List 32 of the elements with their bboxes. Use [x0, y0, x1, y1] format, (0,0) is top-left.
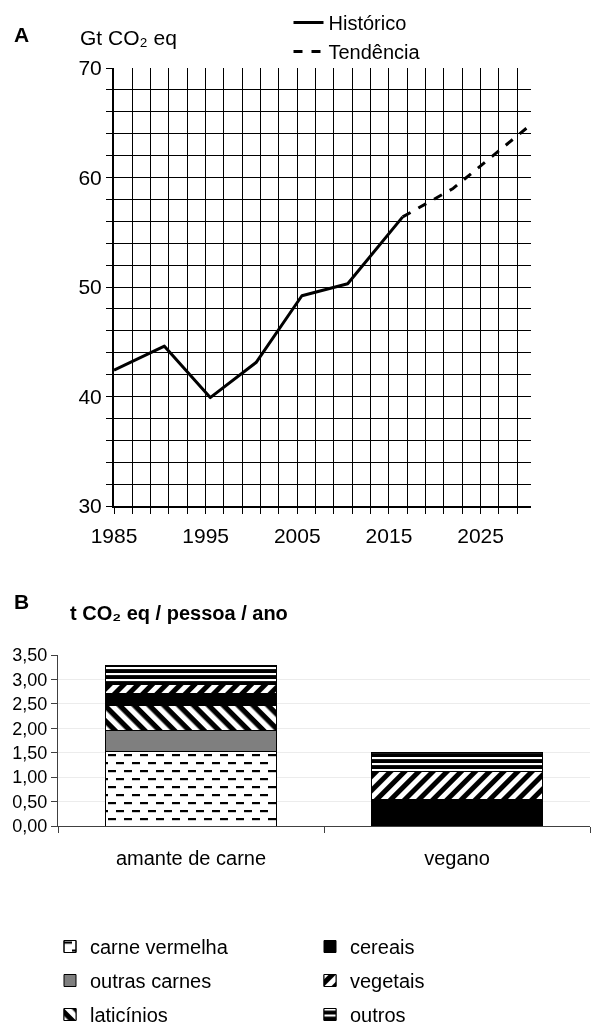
y-axis-title: t CO₂ eq / pessoa / ano — [70, 602, 288, 624]
y-tick-label: 40 — [78, 384, 102, 408]
x-tick-label: amante de carne — [115, 847, 267, 869]
x-tick-label: 2025 — [457, 524, 504, 548]
legend-label: carne vermelha — [90, 936, 229, 959]
y-axis-title: Gt CO₂ eq — [80, 26, 177, 49]
y-tick-label: 2,50 — [12, 694, 48, 715]
legend-label: Tendência — [328, 41, 421, 64]
legend-label: cereais — [350, 936, 415, 959]
y-tick-label: 2,00 — [12, 718, 48, 739]
y-tick-label: 3,00 — [12, 669, 48, 690]
y-tick-label: 1,50 — [12, 743, 48, 764]
y-tick-label: 60 — [78, 165, 102, 189]
y-tick-label: 0,50 — [12, 791, 48, 812]
x-tick-label: 1995 — [182, 524, 230, 548]
chart-title: A — [14, 23, 30, 46]
y-tick-label: 50 — [78, 275, 102, 299]
y-tick-label: 70 — [78, 56, 102, 80]
legend-label: vegetais — [350, 970, 425, 993]
x-tick-label: 1985 — [90, 524, 138, 548]
legend-label: Histórico — [328, 12, 407, 35]
x-tick-label: 2015 — [365, 524, 413, 548]
x-tick-label: 2005 — [273, 524, 321, 548]
y-tick-label: 1,00 — [12, 767, 48, 788]
legend-label: laticínios — [90, 1004, 168, 1027]
y-tick-label: 3,50 — [12, 645, 48, 666]
y-tick-label: 30 — [78, 494, 102, 518]
x-tick-label: vegano — [424, 847, 490, 869]
chart-title: B — [14, 590, 30, 613]
legend-label: outras carnes — [90, 970, 212, 993]
legend-label: outros — [350, 1004, 406, 1027]
y-tick-label: 0,00 — [12, 816, 48, 837]
